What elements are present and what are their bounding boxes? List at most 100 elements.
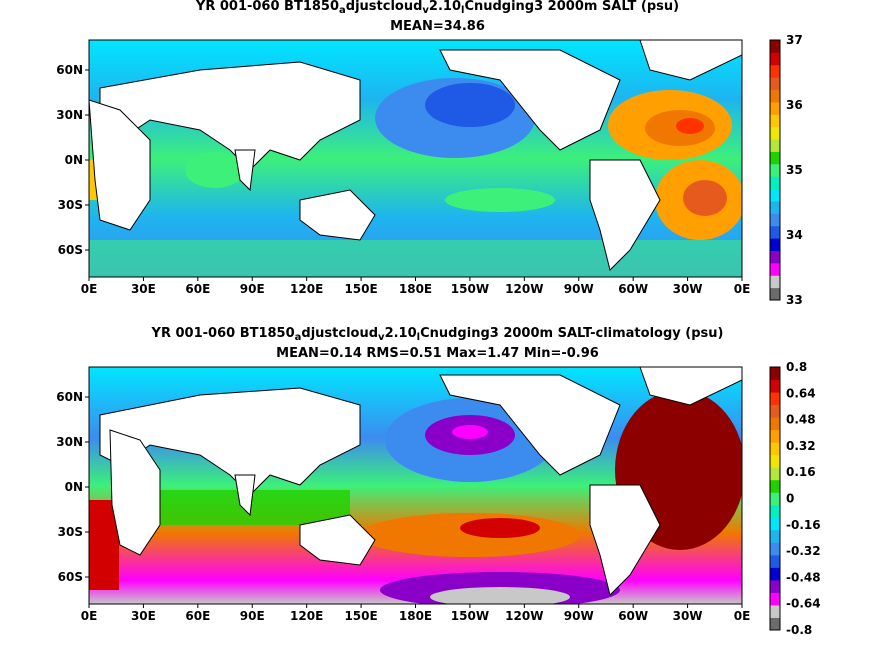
top-lat-tick-label: 30S: [58, 198, 83, 212]
bottom-colorbar-label: -0.64: [786, 597, 821, 611]
top-lon-tick-label: 30E: [131, 282, 156, 296]
top-colorbar-swatch: [770, 114, 780, 128]
top-colorbar-swatch: [770, 238, 780, 251]
bottom-lon-tick-label: 120W: [505, 609, 543, 623]
top-colorbar-swatch: [770, 188, 780, 202]
bottom-colorbar-swatch: [770, 542, 780, 556]
bottom-anomaly-map: [89, 367, 742, 604]
bottom-lon-tick-label: 150E: [344, 609, 377, 623]
top-lon-labels: 0E 30E 60E 90E 120E 150E 180E 150W 120W 90W 60W 30W…: [81, 277, 750, 296]
bottom-lon-tick-label: 0E: [81, 609, 98, 623]
bottom-colorbar-label: -0.16: [786, 518, 821, 532]
top-colorbar-swatch: [770, 52, 780, 66]
top-lon-tick-label: 120W: [505, 282, 543, 296]
top-colorbar-label: 34: [786, 228, 803, 242]
top-lat-tick-label: 60S: [58, 243, 83, 257]
bottom-colorbar-swatch: [770, 492, 780, 506]
bottom-colorbar: 0.8 0.64 0.48 0.32 0.16 0 -0.16 -0.32 -0.48 -0.64…: [769, 360, 821, 637]
bottom-lat-tick-label: 0N: [65, 480, 83, 494]
bottom-lon-tick-label: 30W: [673, 609, 703, 623]
bottom-colorbar-swatch: [770, 504, 780, 518]
top-lon-tick-label: 90E: [240, 282, 265, 296]
top-colorbar-swatch: [770, 101, 780, 115]
bottom-lon-tick-label: 60E: [185, 609, 210, 623]
bottom-colorbar-swatch: [770, 479, 780, 493]
top-colorbar-swatch: [770, 77, 780, 91]
top-colorbar-swatch: [770, 40, 780, 53]
bottom-colorbar-label: -0.48: [786, 570, 821, 584]
bottom-colorbar-label: 0: [786, 492, 794, 506]
top-lat-labels: 60N 30N 0N 30S 60S: [56, 63, 89, 257]
bottom-colorbar-swatch: [770, 592, 780, 606]
top-colorbar-swatch: [770, 250, 780, 264]
bottom-colorbar-swatch: [770, 404, 780, 418]
bottom-lon-tick-label: 60W: [618, 609, 648, 623]
top-colorbar-swatch: [770, 200, 780, 214]
bottom-colorbar-swatch: [770, 554, 780, 568]
top-colorbar-label: 35: [786, 163, 803, 177]
bottom-colorbar-swatch: [770, 367, 780, 381]
bottom-map-title: YR 001-060 BT1850adjustcloudv2.10lCnudgi…: [151, 326, 724, 343]
bottom-colorbar-swatch: [770, 467, 780, 481]
bottom-colorbar-swatch: [770, 567, 780, 581]
bottom-map-stats: MEAN=0.14 RMS=0.51 Max=1.47 Min=-0.96: [276, 346, 599, 361]
bottom-colorbar-label: -0.8: [786, 623, 812, 637]
top-colorbar-label: 36: [786, 98, 803, 112]
bottom-lat-tick-label: 60S: [58, 570, 83, 584]
top-colorbar-swatch: [770, 139, 780, 152]
top-lon-tick-label: 30W: [673, 282, 703, 296]
top-lon-tick-label: 180E: [399, 282, 432, 296]
bottom-colorbar-swatch: [770, 579, 780, 593]
bottom-colorbar-swatch: [770, 454, 780, 468]
bottom-lon-tick-label: 0E: [734, 609, 751, 623]
top-salinity-map: [89, 40, 742, 277]
top-colorbar-swatch: [770, 163, 780, 177]
top-colorbar-swatch: [770, 176, 780, 190]
bottom-lon-labels: 0E 30E 60E 90E 120E 150E 180E 150W 120W 90W 60W 30W…: [81, 604, 751, 623]
bottom-colorbar-swatch: [770, 617, 780, 631]
top-colorbar-label: 37: [786, 33, 803, 47]
top-colorbar-swatch: [770, 225, 780, 239]
bottom-colorbar-swatch: [770, 417, 780, 431]
bottom-colorbar-label: 0.32: [786, 439, 816, 453]
bottom-colorbar-swatch: [770, 529, 780, 543]
top-colorbar-swatch: [770, 287, 780, 301]
top-lon-tick-label: 90W: [564, 282, 594, 296]
bottom-lat-tick-label: 30N: [56, 435, 83, 449]
top-lat-tick-label: 0N: [65, 153, 83, 167]
top-map-mean: MEAN=34.86: [390, 19, 485, 34]
top-colorbar-swatch: [770, 126, 780, 140]
top-lon-tick-label: 60E: [185, 282, 210, 296]
top-colorbar: 37 36 35 34 33: [769, 33, 803, 307]
top-lat-tick-label: 30N: [56, 108, 83, 122]
top-continents: [89, 40, 742, 271]
bottom-lon-tick-label: 90E: [240, 609, 265, 623]
top-colorbar-swatch: [770, 151, 780, 165]
top-colorbar-swatch: [770, 64, 780, 78]
bottom-lon-tick-label: 30E: [131, 609, 156, 623]
top-lon-tick-label: 150W: [451, 282, 489, 296]
top-colorbar-swatch: [770, 275, 780, 289]
bottom-lat-labels: 60N 30N 0N 30S 60S: [56, 390, 89, 584]
top-colorbar-swatch: [770, 89, 780, 103]
bottom-colorbar-label: -0.32: [786, 544, 821, 558]
bottom-colorbar-label: 0.16: [786, 465, 816, 479]
bottom-lon-tick-label: 90W: [564, 609, 594, 623]
bottom-colorbar-label: 0.48: [786, 413, 816, 427]
bottom-colorbar-swatch: [770, 442, 780, 456]
bottom-colorbar-swatch: [770, 604, 780, 618]
top-lon-tick-label: 0E: [81, 282, 98, 296]
top-colorbar-label: 33: [786, 293, 803, 307]
bottom-lat-tick-label: 60N: [56, 390, 83, 404]
bottom-colorbar-label: 0.64: [786, 386, 816, 400]
top-lat-tick-label: 60N: [56, 63, 83, 77]
top-colorbar-swatch: [770, 213, 780, 227]
top-lon-tick-label: 150E: [344, 282, 377, 296]
bottom-lat-tick-label: 30S: [58, 525, 83, 539]
top-lon-tick-label: 120E: [290, 282, 323, 296]
top-colorbar-swatch: [770, 262, 780, 276]
bottom-colorbar-swatch: [770, 429, 780, 443]
bottom-colorbar-label: 0.8: [786, 360, 807, 374]
bottom-lon-tick-label: 120E: [290, 609, 323, 623]
